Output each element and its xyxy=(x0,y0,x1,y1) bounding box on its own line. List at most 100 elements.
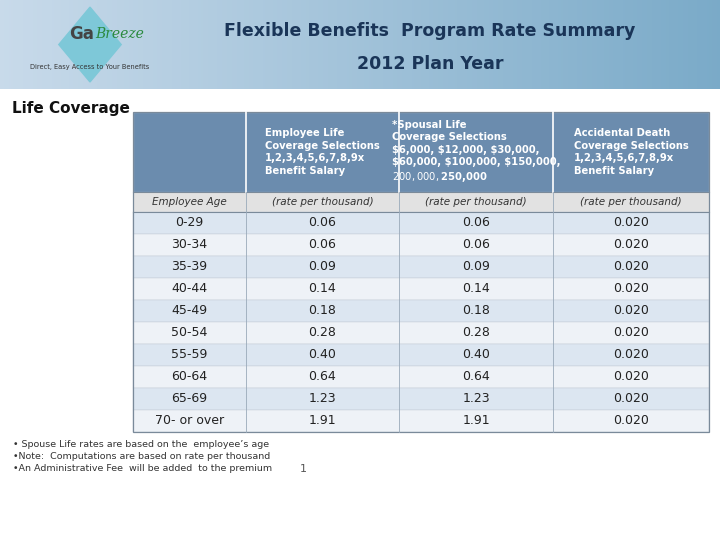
Bar xyxy=(593,0,595,89)
Bar xyxy=(120,0,122,89)
Bar xyxy=(574,0,576,89)
Bar xyxy=(135,0,137,89)
Bar xyxy=(187,0,189,89)
Bar xyxy=(583,0,585,89)
Polygon shape xyxy=(59,7,121,82)
Bar xyxy=(228,0,230,89)
Bar xyxy=(506,0,509,89)
Bar xyxy=(336,0,338,89)
Bar xyxy=(490,0,492,89)
Bar xyxy=(243,0,245,89)
Bar xyxy=(369,0,372,89)
Bar xyxy=(197,0,199,89)
Bar xyxy=(133,234,709,256)
Bar xyxy=(650,0,653,89)
Bar xyxy=(153,0,156,89)
Bar xyxy=(391,0,394,89)
Text: 0.09: 0.09 xyxy=(308,260,336,273)
Text: 30-34: 30-34 xyxy=(171,239,207,252)
Bar xyxy=(542,0,545,89)
Text: 0.18: 0.18 xyxy=(308,305,336,318)
Text: 40-44: 40-44 xyxy=(171,282,207,295)
Text: 1.23: 1.23 xyxy=(309,393,336,406)
Bar xyxy=(218,0,221,89)
Text: Employee Life
Coverage Selections
1,2,3,4,5,6,7,8,9x
Benefit Salary: Employee Life Coverage Selections 1,2,3,… xyxy=(265,129,379,176)
Bar xyxy=(463,0,466,89)
Bar xyxy=(96,0,99,89)
Text: 0.020: 0.020 xyxy=(613,260,649,273)
Bar xyxy=(161,0,163,89)
Bar xyxy=(394,0,396,89)
Bar xyxy=(477,0,480,89)
Bar xyxy=(36,0,38,89)
Bar xyxy=(58,0,60,89)
Bar xyxy=(588,0,590,89)
Bar xyxy=(362,0,365,89)
Bar xyxy=(261,0,264,89)
Bar xyxy=(22,0,24,89)
Bar xyxy=(603,0,605,89)
Bar xyxy=(631,0,634,89)
Bar xyxy=(204,0,207,89)
Bar xyxy=(648,0,650,89)
Text: Life Coverage: Life Coverage xyxy=(12,101,130,116)
Bar xyxy=(430,0,432,89)
Bar xyxy=(31,0,34,89)
Bar xyxy=(266,0,269,89)
Text: •An Administrative Fee  will be added  to the premium: •An Administrative Fee will be added to … xyxy=(13,464,272,473)
Bar xyxy=(446,0,449,89)
Bar xyxy=(437,0,439,89)
Bar xyxy=(567,0,569,89)
Bar xyxy=(60,0,63,89)
Bar xyxy=(605,0,607,89)
Bar xyxy=(250,0,252,89)
Bar xyxy=(367,0,369,89)
Bar xyxy=(423,0,425,89)
Bar xyxy=(389,0,391,89)
Bar xyxy=(382,0,384,89)
Text: 50-54: 50-54 xyxy=(171,327,207,340)
Text: 0.020: 0.020 xyxy=(613,305,649,318)
Text: 0.020: 0.020 xyxy=(613,348,649,361)
Text: 60-64: 60-64 xyxy=(171,370,207,383)
Text: 1.91: 1.91 xyxy=(309,415,336,428)
Bar xyxy=(257,0,259,89)
Bar xyxy=(133,256,709,278)
Text: (rate per thousand): (rate per thousand) xyxy=(580,197,682,207)
Bar xyxy=(127,0,130,89)
Bar xyxy=(626,0,629,89)
Bar xyxy=(468,0,470,89)
Bar xyxy=(670,0,672,89)
Bar xyxy=(552,0,554,89)
Bar xyxy=(562,0,564,89)
Bar xyxy=(624,0,626,89)
Text: Accidental Death
Coverage Selections
1,2,3,4,5,6,7,8,9x
Benefit Salary: Accidental Death Coverage Selections 1,2… xyxy=(574,129,688,176)
Bar xyxy=(595,0,598,89)
Bar xyxy=(456,0,459,89)
Text: 0.020: 0.020 xyxy=(613,370,649,383)
Bar xyxy=(245,0,247,89)
Bar xyxy=(2,0,5,89)
Bar xyxy=(319,0,322,89)
Text: 65-69: 65-69 xyxy=(171,393,207,406)
Bar xyxy=(703,0,706,89)
Text: 0.28: 0.28 xyxy=(462,327,490,340)
Text: 0.64: 0.64 xyxy=(309,370,336,383)
Bar xyxy=(225,0,228,89)
Text: 70- or over: 70- or over xyxy=(155,415,224,428)
Bar xyxy=(38,0,41,89)
Bar xyxy=(434,0,437,89)
Bar xyxy=(163,0,166,89)
Bar xyxy=(372,0,374,89)
Bar xyxy=(326,0,329,89)
Bar xyxy=(398,0,401,89)
Bar xyxy=(379,0,382,89)
Bar xyxy=(305,0,307,89)
Text: Employee Age: Employee Age xyxy=(152,197,227,207)
Bar xyxy=(502,0,504,89)
Bar xyxy=(110,0,113,89)
Bar xyxy=(698,0,701,89)
Bar xyxy=(701,0,703,89)
Bar xyxy=(487,0,490,89)
Bar xyxy=(629,0,631,89)
